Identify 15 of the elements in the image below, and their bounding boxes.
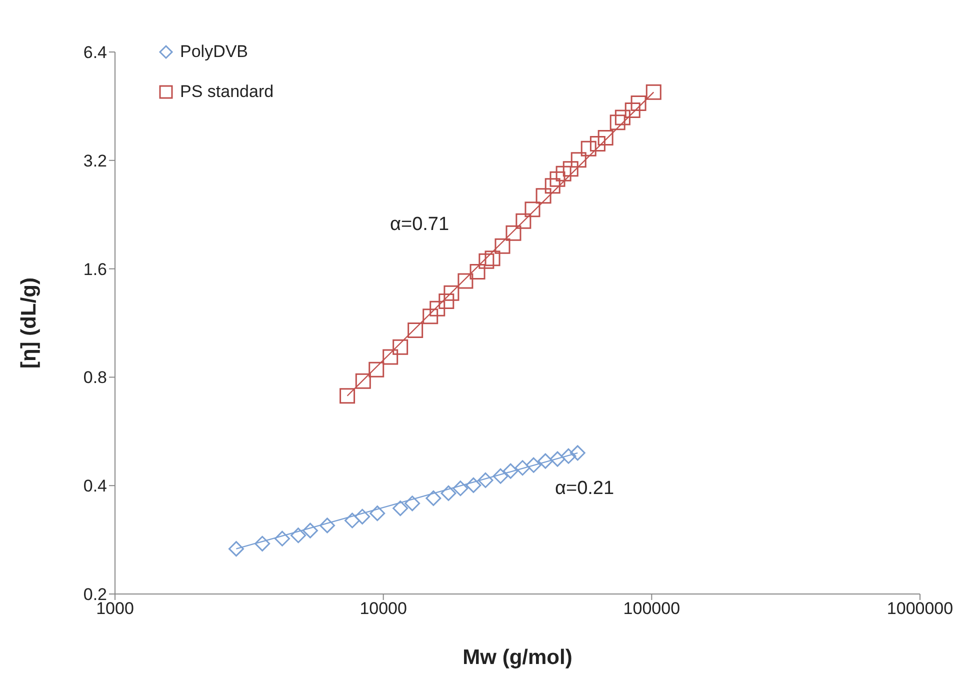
x-tick-label: 1000 xyxy=(96,599,134,618)
y-tick-label: 3.2 xyxy=(83,151,107,170)
y-tick-label: 1.6 xyxy=(83,260,107,279)
annotation: α=0.71 xyxy=(390,214,450,236)
legend-label: PS standard xyxy=(180,82,274,102)
y-tick-label: 6.4 xyxy=(83,43,107,62)
y-tick-label: 0.8 xyxy=(83,368,107,388)
annotation: α=0.21 xyxy=(555,478,614,500)
x-tick-label: 100000 xyxy=(623,599,680,618)
y-axis-title: [η] (dL/g) xyxy=(17,278,40,368)
legend-label: PolyDVB xyxy=(180,42,248,62)
y-tick-label: 0.4 xyxy=(83,476,107,496)
x-tick-label: 10000 xyxy=(360,599,407,618)
x-axis-title: Mw (g/mol) xyxy=(462,646,572,669)
x-tick-label: 1000000 xyxy=(886,599,954,618)
